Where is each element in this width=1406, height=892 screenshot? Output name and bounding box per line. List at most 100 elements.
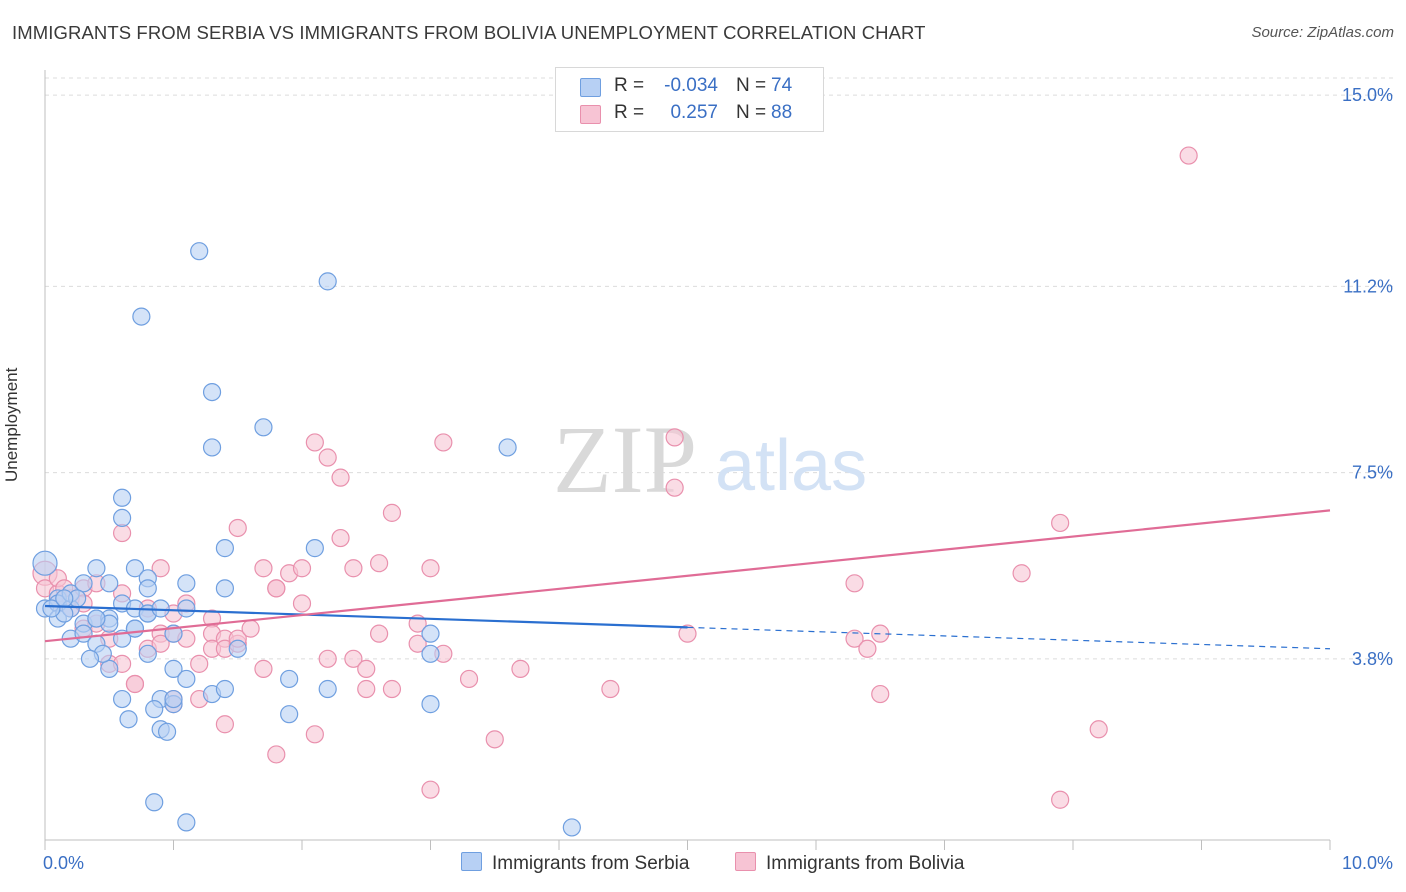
bolivia-point	[357, 659, 376, 678]
bolivia-point	[331, 528, 350, 548]
serbia-point	[125, 619, 145, 638]
bolivia-point	[408, 634, 427, 653]
serbia-point	[318, 679, 337, 699]
serbia-point	[177, 599, 196, 618]
bolivia-point	[665, 428, 684, 447]
serbia-point	[112, 689, 132, 709]
bolivia-point	[151, 634, 170, 653]
serbia-trend-extension	[687, 626, 1331, 650]
serbia-point	[318, 272, 337, 291]
serbia-point	[145, 700, 164, 719]
bolivia-point	[228, 518, 247, 538]
legend-row-bolivia: R = 0.257 N = 88	[556, 102, 823, 128]
bolivia-point	[267, 579, 286, 598]
bolivia-point	[305, 433, 324, 452]
bolivia-point	[1051, 790, 1070, 809]
serbia-point	[112, 508, 132, 528]
bolivia-point	[845, 629, 864, 648]
serbia-point	[421, 695, 440, 714]
serbia-swatch	[580, 78, 601, 97]
bolivia-point	[601, 679, 620, 699]
bolivia-point	[344, 649, 363, 668]
serbia-point	[254, 418, 273, 437]
bolivia-point	[1012, 564, 1031, 583]
bolivia-point	[331, 468, 350, 487]
serbia-point	[498, 438, 517, 457]
y-axis-label: Unemployment	[2, 367, 21, 482]
serbia-point	[112, 488, 132, 507]
serbia-point	[138, 579, 157, 598]
axes	[44, 70, 1331, 850]
serbia-point	[42, 599, 61, 618]
bolivia-point	[1089, 720, 1108, 739]
bolivia-trend-line	[44, 509, 1331, 643]
serbia-trend-line	[44, 604, 688, 629]
serbia-point	[145, 793, 164, 812]
chart-title: IMMIGRANTS FROM SERBIA VS IMMIGRANTS FRO…	[12, 22, 926, 43]
bolivia-point	[858, 639, 877, 658]
correlation-legend: R = -0.034 N = 74 R = 0.257 N = 88	[555, 67, 824, 132]
y-tick-label: 3.8%	[1352, 649, 1393, 669]
serbia-point	[157, 722, 177, 741]
n-value: 74	[771, 75, 793, 96]
bolivia-point	[370, 554, 389, 573]
y-tick-label: 7.5%	[1352, 463, 1393, 483]
n-label: N =	[736, 75, 767, 96]
bolivia-point	[241, 619, 260, 638]
legend-item-serbia[interactable]: Immigrants from Serbia	[461, 852, 689, 875]
bolivia-point	[434, 433, 453, 452]
serbia-point	[55, 589, 74, 608]
bolivia-point	[267, 745, 286, 764]
legend-bolivia-label: Immigrants from Bolivia	[766, 853, 965, 874]
bolivia-point	[292, 559, 312, 578]
serbia-point	[177, 574, 196, 593]
serbia-point	[177, 669, 196, 689]
serbia-point	[280, 705, 299, 724]
serbia-point	[132, 307, 151, 326]
serbia-point	[138, 644, 157, 663]
serbia-point	[177, 813, 196, 832]
bolivia-point	[421, 780, 440, 799]
source-label: Source: ZipAtlas.com	[1251, 24, 1394, 41]
bolivia-point	[382, 503, 402, 522]
r-label: R =	[614, 102, 645, 123]
bolivia-point	[125, 674, 145, 694]
bolivia-point	[318, 649, 337, 668]
r-value: -0.034	[664, 75, 718, 96]
watermark-atlas: atlas	[715, 426, 867, 506]
serbia-point	[305, 539, 324, 558]
serbia-point	[215, 539, 234, 558]
bolivia-point	[292, 594, 312, 613]
serbia-point	[421, 624, 440, 643]
bolivia-swatch	[580, 105, 601, 124]
r-label: R =	[614, 75, 645, 96]
trend-lines	[44, 509, 1331, 650]
legend-serbia-label: Immigrants from Serbia	[492, 853, 690, 874]
serbia-point	[228, 639, 247, 658]
bolivia-point	[845, 574, 864, 593]
bolivia-point	[459, 669, 479, 689]
y-tick-label: 11.2%	[1343, 276, 1393, 296]
serbia-point	[215, 579, 234, 598]
serbia-point	[421, 644, 440, 663]
serbia-point	[100, 574, 119, 593]
legend-row-serbia: R = -0.034 N = 74	[556, 75, 823, 101]
bolivia-point	[190, 654, 209, 673]
bolivia-point	[357, 679, 376, 699]
bolivia-point	[485, 730, 504, 749]
legend-item-bolivia[interactable]: Immigrants from Bolivia	[735, 852, 965, 875]
watermark-zip: ZIP	[553, 406, 697, 513]
n-label: N =	[736, 102, 767, 123]
bolivia-point	[511, 659, 530, 678]
series-serbia-points	[32, 242, 581, 837]
bolivia-point	[254, 559, 273, 578]
bolivia-point	[112, 523, 132, 543]
bolivia-point	[1179, 146, 1198, 165]
serbia-point	[74, 574, 93, 593]
serbia-point	[87, 609, 106, 628]
bolivia-point	[871, 684, 890, 704]
serbia-swatch	[461, 852, 482, 871]
x-tick-label: 10.0%	[1342, 853, 1393, 873]
bolivia-point	[1051, 513, 1070, 533]
